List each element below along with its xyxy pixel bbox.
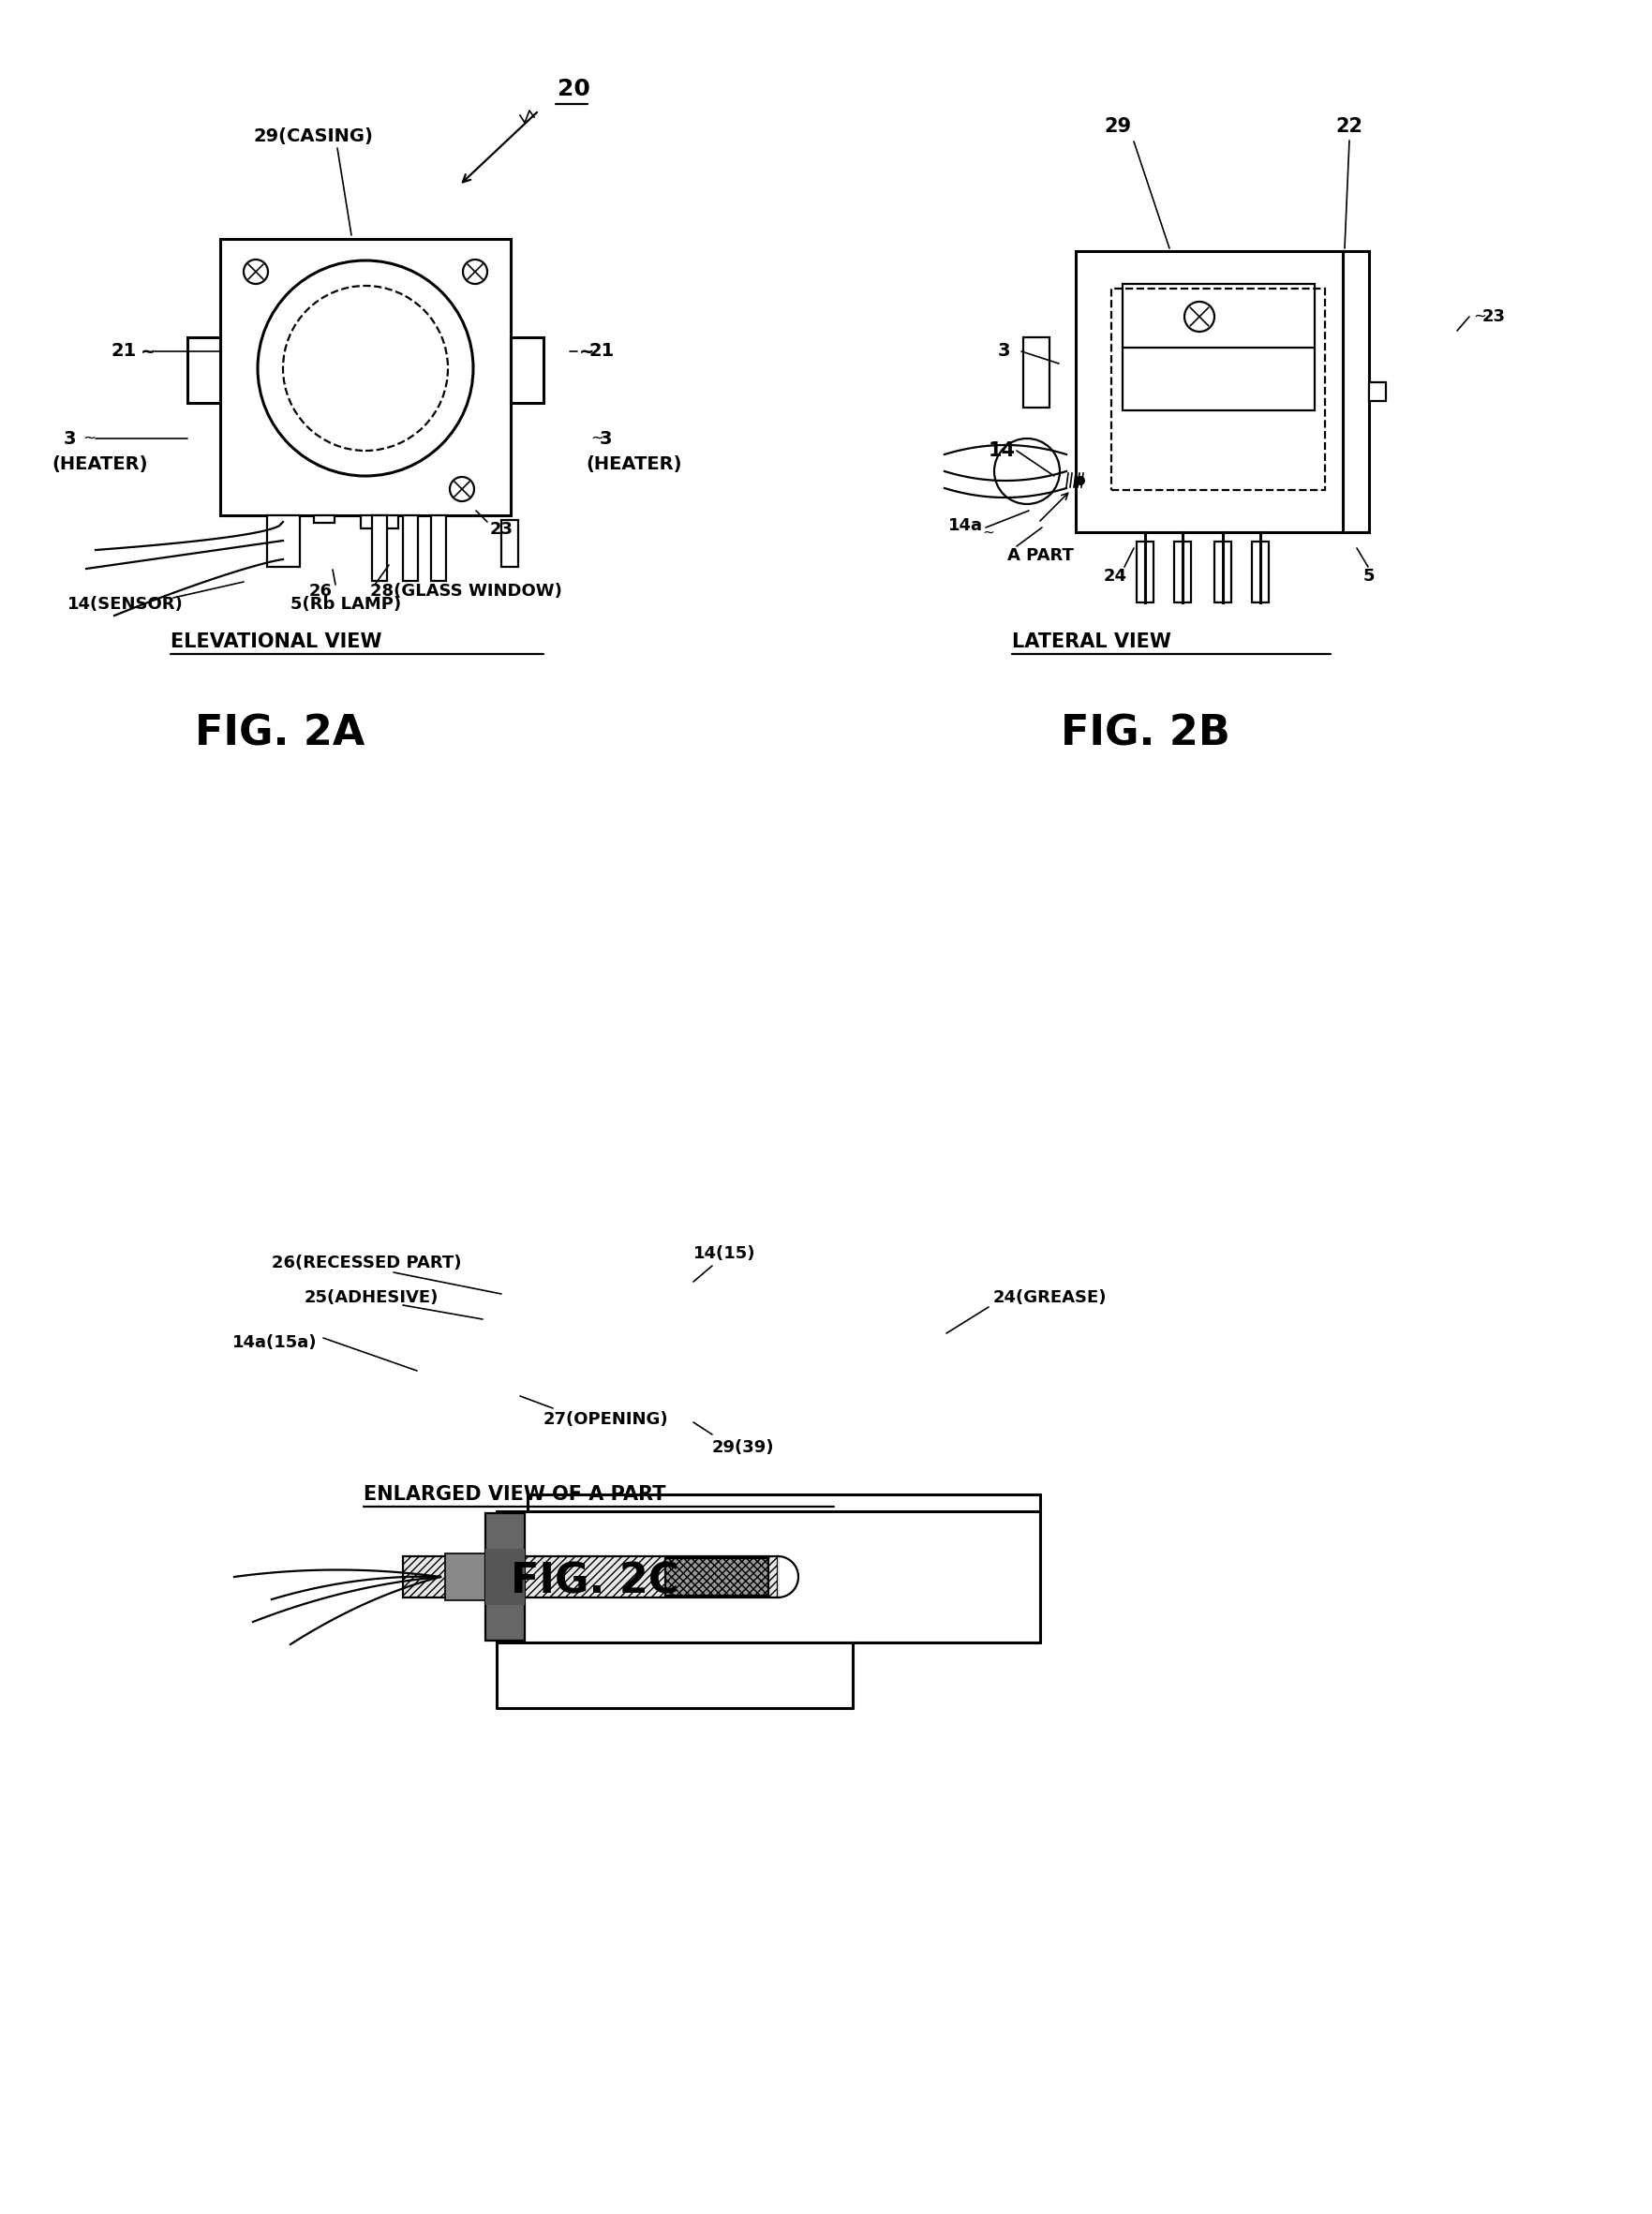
Bar <box>314 516 334 523</box>
Bar <box>501 520 519 567</box>
Bar <box>220 239 510 516</box>
Bar <box>666 1559 768 1596</box>
Text: 24: 24 <box>1104 567 1127 584</box>
Text: 14(15): 14(15) <box>694 1244 755 1262</box>
Text: 29(39): 29(39) <box>712 1439 775 1457</box>
Bar <box>431 516 446 580</box>
Bar <box>268 516 301 567</box>
Text: 27(OPENING): 27(OPENING) <box>544 1410 669 1428</box>
Text: ~: ~ <box>1474 308 1487 325</box>
Text: A PART: A PART <box>1008 547 1074 565</box>
Text: 21: 21 <box>588 343 615 361</box>
Text: 3: 3 <box>998 343 1011 361</box>
Text: 22: 22 <box>1335 117 1363 135</box>
Text: 23: 23 <box>1482 308 1507 325</box>
Bar <box>444 1554 487 1601</box>
Bar <box>486 1512 525 1641</box>
Bar <box>1343 250 1370 531</box>
Text: 24(GREASE): 24(GREASE) <box>993 1289 1107 1306</box>
Bar <box>1075 250 1343 531</box>
Bar <box>187 337 220 403</box>
Text: FIG. 2B: FIG. 2B <box>1061 713 1231 753</box>
Bar <box>1175 542 1191 602</box>
Text: 14a(15a): 14a(15a) <box>233 1335 317 1351</box>
Text: ELEVATIONAL VIEW: ELEVATIONAL VIEW <box>170 633 382 651</box>
Circle shape <box>1075 476 1085 485</box>
Bar <box>486 1550 525 1605</box>
Circle shape <box>449 476 474 500</box>
Text: ~: ~ <box>981 525 995 540</box>
Text: 21: 21 <box>111 343 135 361</box>
Text: LATERAL VIEW: LATERAL VIEW <box>1013 633 1171 651</box>
Bar <box>1112 288 1325 489</box>
Text: 20: 20 <box>557 77 590 100</box>
Bar <box>1214 542 1231 602</box>
Text: 29(CASING): 29(CASING) <box>253 126 373 144</box>
Bar <box>1137 542 1153 602</box>
Bar <box>1252 542 1269 602</box>
Text: 3: 3 <box>64 430 76 447</box>
Text: (HEATER): (HEATER) <box>586 454 682 472</box>
Text: 3: 3 <box>600 430 613 447</box>
Text: ~: ~ <box>83 430 96 447</box>
Text: 26(RECESSED PART): 26(RECESSED PART) <box>271 1255 461 1271</box>
Text: 14(SENSOR): 14(SENSOR) <box>68 596 183 613</box>
Bar <box>1370 383 1386 401</box>
Circle shape <box>243 259 268 283</box>
Bar <box>1123 283 1315 410</box>
Text: 23: 23 <box>491 520 514 538</box>
Circle shape <box>995 438 1061 505</box>
Bar <box>403 1556 778 1599</box>
Circle shape <box>463 259 487 283</box>
Bar <box>1023 337 1049 407</box>
Text: (HEATER): (HEATER) <box>51 454 147 472</box>
Bar <box>360 516 398 529</box>
Circle shape <box>1184 301 1214 332</box>
Text: FIG. 2C: FIG. 2C <box>510 1561 679 1601</box>
Bar <box>372 516 387 580</box>
Text: 29: 29 <box>1104 117 1132 135</box>
Bar <box>510 337 544 403</box>
Text: 25(ADHESIVE): 25(ADHESIVE) <box>304 1289 439 1306</box>
Text: ~: ~ <box>580 343 595 361</box>
Text: 14: 14 <box>988 441 1016 461</box>
Text: ~: ~ <box>590 430 603 447</box>
Text: 14a: 14a <box>948 518 983 534</box>
Bar <box>403 516 418 580</box>
Circle shape <box>258 261 472 476</box>
Text: 26: 26 <box>309 582 332 600</box>
Text: 28(GLASS WINDOW): 28(GLASS WINDOW) <box>370 582 562 600</box>
Text: FIG. 2A: FIG. 2A <box>195 713 365 753</box>
Text: ~: ~ <box>140 343 155 361</box>
Text: ENLARGED VIEW OF A PART: ENLARGED VIEW OF A PART <box>363 1486 666 1503</box>
Text: 5(Rb LAMP): 5(Rb LAMP) <box>291 596 401 613</box>
Text: 5: 5 <box>1363 567 1374 584</box>
